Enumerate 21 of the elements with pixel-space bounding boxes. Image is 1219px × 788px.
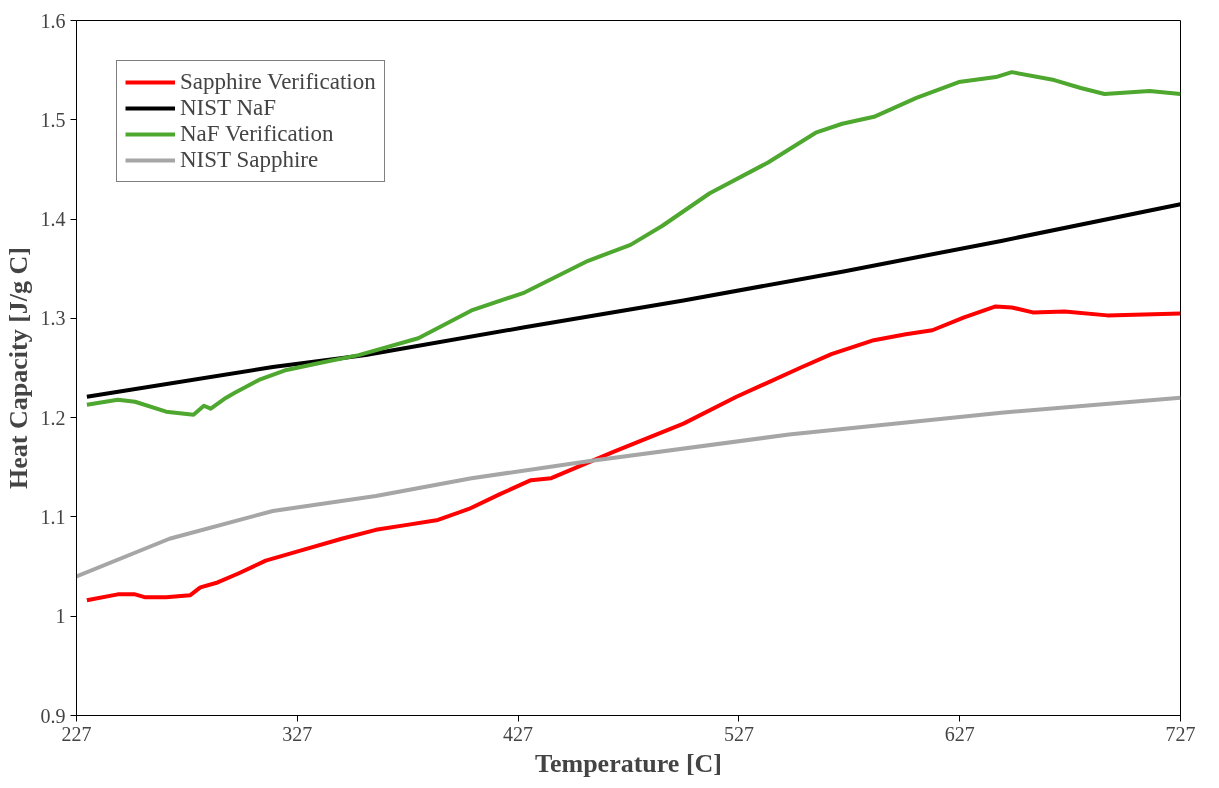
line-series: [76, 395, 1181, 579]
y-tick-label: 1.5: [40, 108, 66, 131]
x-tick-label: 727: [1165, 722, 1196, 745]
y-tick-label: 1.1: [40, 505, 66, 528]
x-tick-label: 427: [503, 722, 534, 745]
line-series: [84, 70, 1181, 417]
y-tick-label: 1.2: [40, 406, 66, 429]
legend-label: Sapphire Verification: [180, 69, 376, 95]
line-series: [84, 304, 1181, 603]
x-tick-label: 627: [944, 722, 975, 745]
legend-label: NIST Sapphire: [180, 147, 319, 173]
y-tick-label: 1.4: [40, 208, 66, 231]
legend-label: NaF Verification: [180, 121, 334, 147]
y-tick-label: 1: [55, 605, 66, 628]
y-axis-title: Heat Capacity [J/g C]: [3, 247, 33, 489]
y-tick-label: 1.6: [40, 9, 66, 32]
legend-label: NIST NaF: [180, 95, 277, 121]
x-axis-title: Temperature [C]: [534, 748, 723, 778]
y-tick-label: 1.3: [40, 307, 66, 330]
x-tick-label: 527: [723, 722, 754, 745]
x-tick-label: 327: [282, 722, 313, 745]
